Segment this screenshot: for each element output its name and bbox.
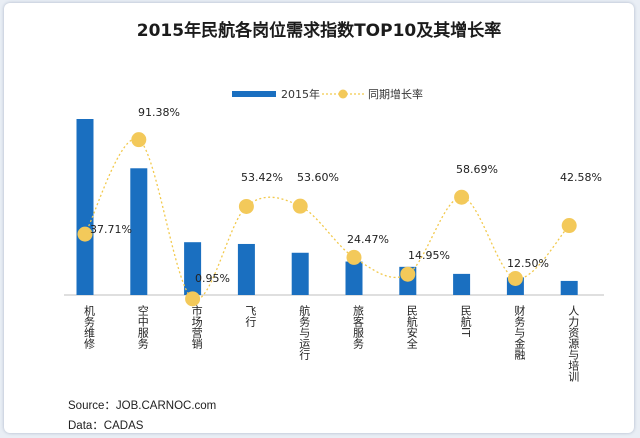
growth-label-6: 24.47% — [347, 233, 389, 246]
growth-marker-2 — [131, 132, 147, 148]
growth-marker-4 — [238, 198, 254, 214]
chart: 2015年民航各岗位需求指数TOP10及其增长率 2015年 同期增长率 37.… — [64, 20, 604, 383]
growth-rate-labels: 37.71% 91.38% 0.95% 53.42% 53.60% 24.47% 14.95… — [90, 106, 602, 285]
category-label-9: 财务与金融 — [513, 304, 526, 361]
growth-marker-8 — [454, 189, 470, 205]
slide-frame: 2015年民航各岗位需求指数TOP10及其增长率 2015年 同期增长率 37.… — [4, 3, 634, 433]
category-label-7: 民航安全 — [405, 305, 418, 349]
growth-label-5: 53.60% — [297, 171, 339, 184]
legend-bar-swatch — [232, 91, 276, 97]
growth-label-3: 0.95% — [195, 272, 230, 285]
growth-label-4: 53.42% — [241, 171, 283, 184]
category-label-2: 空中服务 — [136, 304, 149, 349]
bar-8 — [453, 273, 471, 295]
growth-marker-10 — [561, 218, 577, 234]
category-label-10: 人力资源与培训 — [567, 305, 580, 383]
growth-label-2: 91.38% — [138, 106, 180, 119]
growth-label-10: 42.58% — [560, 171, 602, 184]
category-label-8: 民航IT — [459, 305, 472, 337]
legend-line-marker — [338, 89, 348, 99]
bar-6 — [345, 261, 363, 295]
growth-label-9: 12.50% — [507, 257, 549, 270]
legend-bar-label: 2015年 — [281, 87, 320, 101]
growth-label-7: 14.95% — [408, 249, 450, 262]
bar-2 — [130, 168, 148, 295]
growth-marker-9 — [507, 271, 523, 286]
category-label-6: 旅客服务 — [352, 304, 365, 349]
bar-1 — [76, 119, 94, 295]
bar-10 — [560, 280, 578, 295]
chart-title: 2015年民航各岗位需求指数TOP10及其增长率 — [137, 20, 501, 41]
growth-marker-7 — [400, 266, 416, 282]
growth-rate-line — [84, 138, 570, 301]
growth-label-1: 37.71% — [90, 223, 132, 236]
bar-5 — [291, 252, 309, 295]
data-note: Data：CADAS — [68, 420, 144, 432]
bar-series — [76, 119, 578, 295]
growth-marker-1 — [77, 226, 93, 242]
bar-3 — [184, 242, 202, 295]
growth-marker-5 — [292, 198, 308, 214]
growth-marker-3 — [185, 291, 201, 307]
category-label-1: 机务维修 — [83, 304, 96, 350]
growth-label-8: 58.69% — [456, 163, 498, 176]
legend: 2015年 同期增长率 — [232, 87, 423, 101]
source-note: Source：JOB.CARNOC.com — [68, 400, 217, 412]
category-labels: 机务维修 空中服务 市场营销 飞行 航务与运行 旅客服务 民航安全 民航IT 财务与金融 人力资源… — [83, 304, 580, 383]
growth-marker-6 — [346, 249, 362, 265]
category-label-3: 市场营销 — [190, 304, 203, 350]
category-label-5: 航务与运行 — [298, 304, 311, 361]
growth-rate-markers — [77, 132, 577, 307]
bar-4 — [237, 243, 255, 295]
legend-line-label: 同期增长率 — [368, 87, 423, 101]
category-label-4: 飞行 — [244, 305, 257, 328]
